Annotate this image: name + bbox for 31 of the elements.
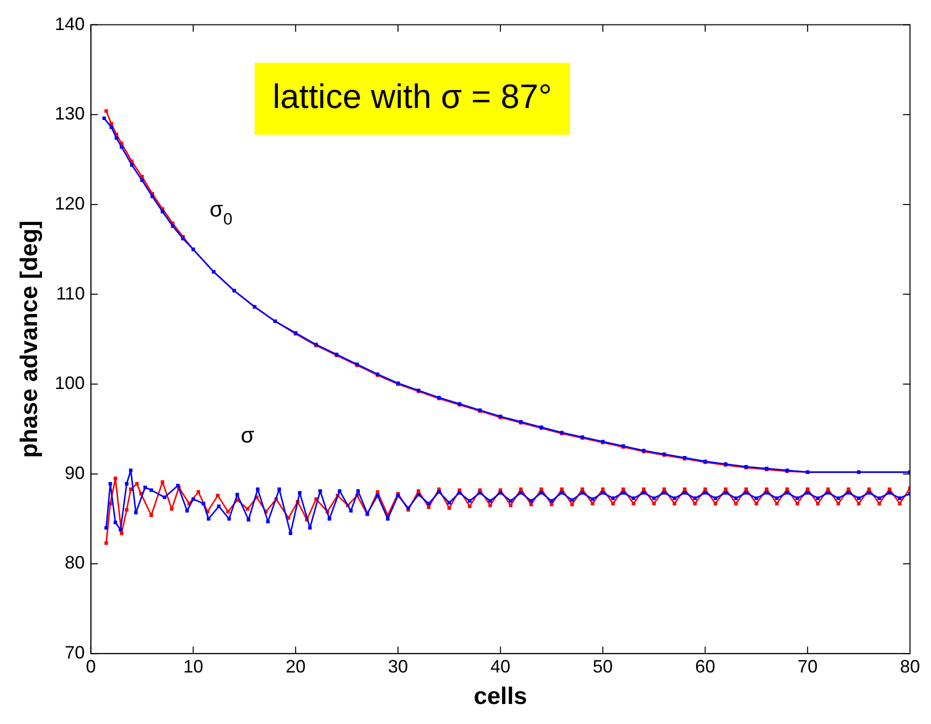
y-axis-title: phase advance [deg] (16, 220, 44, 458)
y-tick-label: 140 (54, 14, 85, 34)
y-tick-label: 80 (64, 552, 85, 573)
x-tick-label: 10 (183, 656, 204, 676)
point (130, 163, 134, 167)
y-tick-label: 70 (64, 642, 85, 663)
x-tick-label: 60 (695, 656, 716, 676)
annotation: σ (240, 422, 255, 448)
x-tick-label: 70 (798, 656, 818, 676)
x-tick-label: 50 (592, 656, 613, 676)
x-tick-label: 30 (388, 656, 408, 676)
x-tick-label: 0 (86, 656, 96, 676)
point (114, 136, 118, 140)
x-axis-title: cells (474, 683, 528, 710)
point (170, 224, 175, 228)
y-tick-label: 90 (64, 462, 85, 483)
y-tick-label: 130 (54, 104, 85, 124)
point (140, 178, 144, 182)
x-tick-label: 20 (286, 656, 306, 676)
point (150, 194, 154, 198)
x-tick-label: 80 (900, 656, 920, 676)
y-tick-label: 100 (54, 373, 85, 394)
annotation: lattice with σ = 87° (272, 78, 552, 116)
point (110, 125, 114, 129)
x-tick-label: 40 (490, 656, 510, 676)
point (104, 109, 108, 113)
point (120, 145, 124, 149)
y-tick-label: 120 (54, 193, 85, 214)
point (160, 210, 164, 214)
point (102, 116, 106, 120)
y-tick-label: 110 (56, 283, 85, 304)
